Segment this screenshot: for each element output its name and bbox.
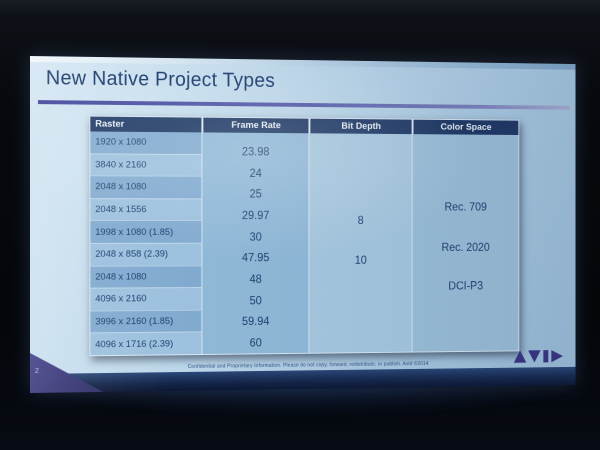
frame-rate-value: 60 [249,337,262,350]
table-row: 2048 x 858 (2.39) [90,242,202,266]
column-header-bit-depth: Bit Depth [308,118,412,135]
table-row: 1998 x 1080 (1.85) [90,220,202,243]
table-row: 2048 x 1556 [90,197,202,221]
color-space-column: Rec. 709 Rec. 2020 DCI-P3 [411,134,519,352]
frame-rate-value: 30 [249,231,262,244]
projected-slide: New Native Project Types Raster Frame Ra… [30,56,576,393]
table-body: 1920 x 1080 3840 x 2160 2048 x 1080 2048… [90,131,519,356]
frame-rate-value: 24 [249,167,262,180]
bit-depth-column: 8 10 [308,133,412,353]
frame-rate-value: 25 [249,189,262,201]
frame-rate-value: 23.98 [241,146,270,159]
table-row: 1920 x 1080 [90,131,202,154]
table-row: 3840 x 2160 [90,152,202,176]
frame-rate-value: 48 [249,273,262,286]
avid-logo-icon [513,349,563,363]
color-space-value: Rec. 709 [444,201,487,214]
table-row: 2048 x 1080 [90,264,202,288]
frame-rate-value: 47.95 [241,252,270,265]
table-row: 3996 x 2160 (1.85) [90,309,202,333]
project-types-table: Raster Frame Rate Bit Depth Color Space … [89,115,520,357]
bit-depth-value: 8 [357,215,364,227]
bit-depth-value: 10 [354,255,367,267]
color-space-value: Rec. 2020 [441,242,490,254]
slide-number: 2 [34,367,39,375]
column-header-frame-rate: Frame Rate [201,117,309,134]
title-underline [37,100,571,110]
frame-rate-value: 29.97 [241,210,270,223]
frame-rate-value: 50 [249,295,262,307]
frame-rate-value: 59.94 [241,316,270,329]
table-row: 4096 x 2160 [90,287,202,311]
column-header-color-space: Color Space [411,119,519,135]
table-row: 4096 x 1716 (2.39) [90,331,202,356]
table-row: 2048 x 1080 [90,175,202,199]
column-header-raster: Raster [95,118,125,130]
raster-column: 1920 x 1080 3840 x 2160 2048 x 1080 2048… [90,131,202,356]
page-title: New Native Project Types [45,67,276,92]
frame-rate-column: 23.98 24 25 29.97 30 47.95 48 50 59.94 6… [201,132,309,355]
color-space-value: DCI-P3 [448,280,484,293]
